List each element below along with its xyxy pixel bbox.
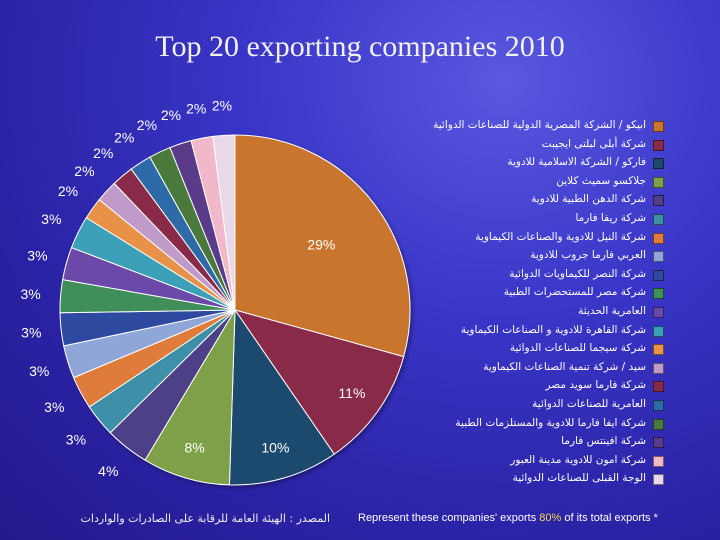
legend-swatch (653, 437, 664, 449)
slice-label: 2% (161, 107, 181, 123)
legend-swatch (653, 418, 664, 430)
footnote-highlight: 80% (539, 512, 562, 524)
slice-label: 2% (137, 117, 157, 133)
legend-swatch (653, 306, 664, 318)
legend-label: العربي فارما جروب للادوية (530, 249, 646, 262)
legend-label: العامرية للصناعات الدوائية (532, 397, 646, 410)
slice-label: 3% (66, 431, 86, 447)
legend-item: شركة امون للادوية مدينة العبور (438, 451, 664, 470)
legend-swatch (653, 362, 664, 374)
legend-item: شركة ايفا فارما للادوية والمستلزمات الطب… (438, 414, 664, 433)
source-note: المصدر : الهيئة العامة للرقابة على الصاد… (80, 512, 330, 525)
legend-swatch (653, 213, 664, 225)
legend-swatch (653, 139, 664, 151)
legend-swatch (653, 455, 664, 467)
slice-label: 3% (21, 325, 41, 341)
legend-item: شركة افينتس فارما (438, 432, 664, 451)
legend-label: فاركو / الشركة الاسلامية للادوية (507, 156, 646, 169)
legend-item: ابيكو / الشركة المصرية الدولية للصناعات … (433, 116, 664, 135)
slice-label: 2% (74, 163, 94, 179)
pie-labels: 29%11%10%8%4%3%3%3%3%3%3%3%2%2%2%2%2%2% 2… (20, 97, 365, 479)
legend-label: شركة سيجما للصناعات الدوائية (509, 342, 646, 355)
footnote: Represent these companies' exports 80% o… (358, 512, 716, 524)
legend-swatch (653, 176, 664, 188)
slice-label: 2% (58, 183, 78, 199)
slice-label: 29% (307, 236, 335, 252)
pie-slices (59, 134, 411, 486)
pie-slice (144, 308, 236, 486)
slice-label: 8% (184, 440, 204, 456)
legend-label: شركة افينتس فارما (561, 435, 646, 448)
legend-swatch (653, 344, 664, 356)
legend-label: شركة مصر للمستحضرات الطبية (503, 286, 646, 299)
legend-item: شركة ريفا فارما (438, 209, 664, 228)
slice-label: 2% (212, 97, 232, 113)
slice-label: 3% (27, 247, 47, 263)
legend-swatch (653, 288, 664, 300)
slice-label: 3% (44, 399, 64, 415)
legend-swatch (653, 269, 664, 281)
legend-label: شركة النيل للادوية والصناعات الكيماوية (475, 230, 646, 243)
legend-swatch (653, 474, 664, 486)
legend-swatch (653, 232, 664, 244)
legend-item: شركة النيل للادوية والصناعات الكيماوية (438, 228, 664, 247)
footnote-prefix: Represent these companies' exports (358, 512, 540, 524)
legend-item: شركة أبلى لبلتى ايجيبت (438, 135, 664, 154)
legend-item: شركة مصر للمستحضرات الطبية (438, 283, 664, 302)
legend-label: العامرية الحديثة (578, 304, 646, 317)
legend-label: شركة فارما سويد مصر (545, 379, 646, 392)
legend-label: الوجة القبلى للصناعات الدوائية (512, 472, 646, 485)
legend-item: شركة سيجما للصناعات الدوائية (438, 339, 664, 358)
legend-label: شركة القاهرة للادوية و الصناعات الكيماوي… (460, 323, 646, 336)
legend-item: شركة النصر للكيماويات الدوائية (438, 265, 664, 284)
legend-label: شركة امون للادوية مدينة العبور (510, 453, 646, 466)
legend-swatch (653, 381, 664, 393)
legend-item: سيد / شركة تنمية الصناعات الكيماوية (438, 358, 664, 377)
legend-item: جلاكسو سميث كلاين (438, 172, 664, 191)
slice-label: 4% (98, 463, 118, 479)
legend-label: شركة أبلى لبلتى ايجيبت (541, 137, 646, 150)
legend-label: سيد / شركة تنمية الصناعات الكيماوية (483, 360, 646, 373)
legend-swatch (653, 195, 664, 207)
slice-label: 3% (20, 286, 40, 302)
pie-slice (212, 134, 236, 311)
slice-label: 11% (338, 385, 365, 401)
legend-swatch (653, 251, 664, 263)
slice-label: 2% (93, 145, 113, 161)
legend-label: شركة النصر للكيماويات الدوائية (509, 267, 646, 280)
legend-label: ابيكو / الشركة المصرية الدولية للصناعات … (433, 119, 646, 131)
legend-swatch (653, 158, 664, 170)
chart-title: Top 20 exporting companies 2010 (155, 30, 565, 63)
legend-item: شركة فارما سويد مصر (438, 376, 664, 395)
slice-label: 10% (261, 440, 289, 456)
legend-swatch (653, 121, 664, 132)
legend-item: شركة الدهن الطبية للادوية (438, 190, 664, 209)
legend-item: العربي فارما جروب للادوية (438, 246, 664, 265)
legend-item: العامرية للصناعات الدوائية (438, 395, 664, 414)
pie-slice (234, 134, 411, 358)
slice-label: 2% (186, 101, 206, 117)
legend-label: شركة الدهن الطبية للادوية (531, 193, 646, 206)
legend: ابيكو / الشركة المصرية الدولية للصناعات … (433, 116, 664, 488)
slice-label: 3% (29, 363, 49, 379)
legend-item: العامرية الحديثة (438, 302, 664, 321)
legend-swatch (653, 399, 664, 411)
pie-slice (233, 309, 405, 455)
legend-label: جلاكسو سميث كلاين (556, 174, 646, 187)
pie-slice (228, 308, 335, 486)
legend-item: شركة القاهرة للادوية و الصناعات الكيماوي… (438, 321, 664, 340)
legend-swatch (653, 325, 664, 337)
legend-item: فاركو / الشركة الاسلامية للادوية (438, 153, 664, 172)
legend-label: شركة ايفا فارما للادوية والمستلزمات الطب… (455, 416, 646, 429)
slice-label: 2% (114, 130, 134, 146)
slice-label: 3% (41, 211, 61, 227)
legend-label: شركة ريفا فارما (575, 211, 646, 224)
legend-item: الوجة القبلى للصناعات الدوائية (438, 469, 664, 488)
footnote-suffix: of its total exports * (561, 512, 658, 524)
